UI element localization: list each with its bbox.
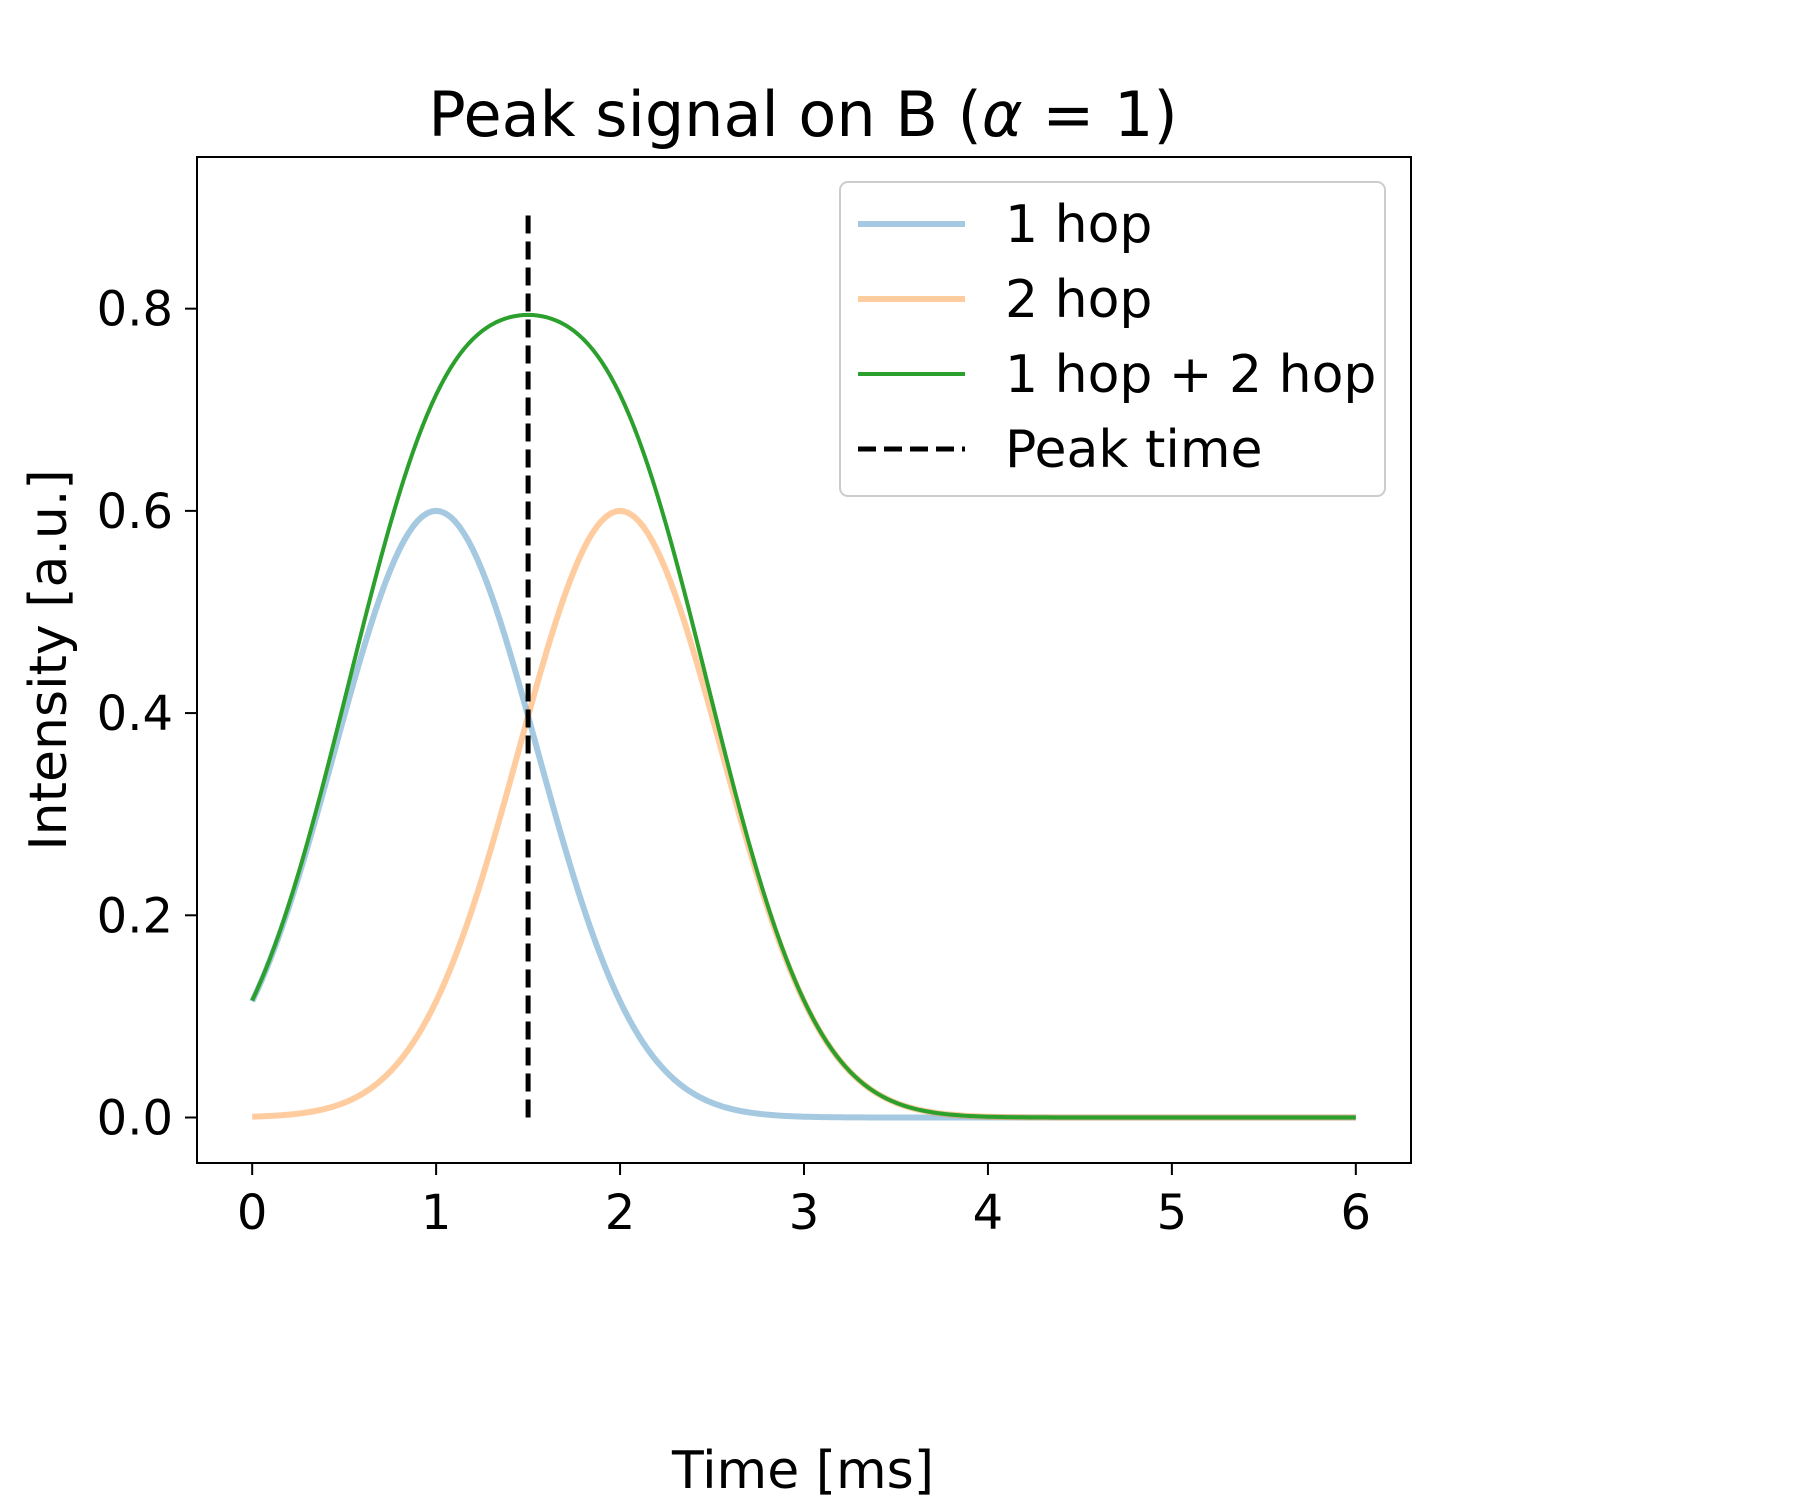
x-tick-label: 6	[1341, 1185, 1372, 1241]
legend: 1 hop 2 hop 1 hop + 2 hop Peak time	[839, 181, 1386, 497]
x-tick-label: 2	[605, 1185, 636, 1241]
chart-title: Peak signal on B (α = 1)	[428, 78, 1177, 151]
y-tick-label: 0.6	[97, 484, 173, 540]
legend-box	[839, 181, 1386, 497]
legend-label-1-hop: 1 hop	[1005, 195, 1152, 255]
legend-label-peak-time: Peak time	[1005, 420, 1263, 480]
y-tick-label: 0.8	[97, 282, 173, 338]
x-tick-label: 3	[789, 1185, 820, 1241]
legend-label-2-hop: 2 hop	[1005, 270, 1152, 330]
plot-frame	[196, 156, 1412, 1164]
y-tick-label: 0.0	[97, 1091, 173, 1147]
y-axis-ticks: 0.0 0.2 0.4 0.6 0.8	[97, 282, 197, 1147]
legend-label-1-hop-2-hop: 1 hop + 2 hop	[1005, 345, 1376, 405]
y-tick-label: 0.2	[97, 888, 173, 944]
x-tick-label: 0	[237, 1185, 268, 1241]
plot-area	[249, 207, 1356, 1121]
y-tick-label: 0.4	[97, 686, 173, 742]
x-axis-ticks: 0 1 2 3 4 5 6	[237, 1163, 1371, 1241]
y-axis-label: Intensity [a.u.]	[19, 469, 79, 850]
x-tick-label: 5	[1157, 1185, 1188, 1241]
chart-title-prefix: Peak signal on B (	[428, 78, 981, 151]
x-axis-label: Time [ms]	[671, 1441, 934, 1500]
x-tick-label: 1	[421, 1185, 452, 1241]
series-1-hop-2-hop-line	[250, 312, 1356, 1120]
chart-title-suffix: = 1)	[1023, 78, 1178, 151]
chart-title-alpha: α	[982, 78, 1023, 151]
x-tick-label: 4	[973, 1185, 1004, 1241]
